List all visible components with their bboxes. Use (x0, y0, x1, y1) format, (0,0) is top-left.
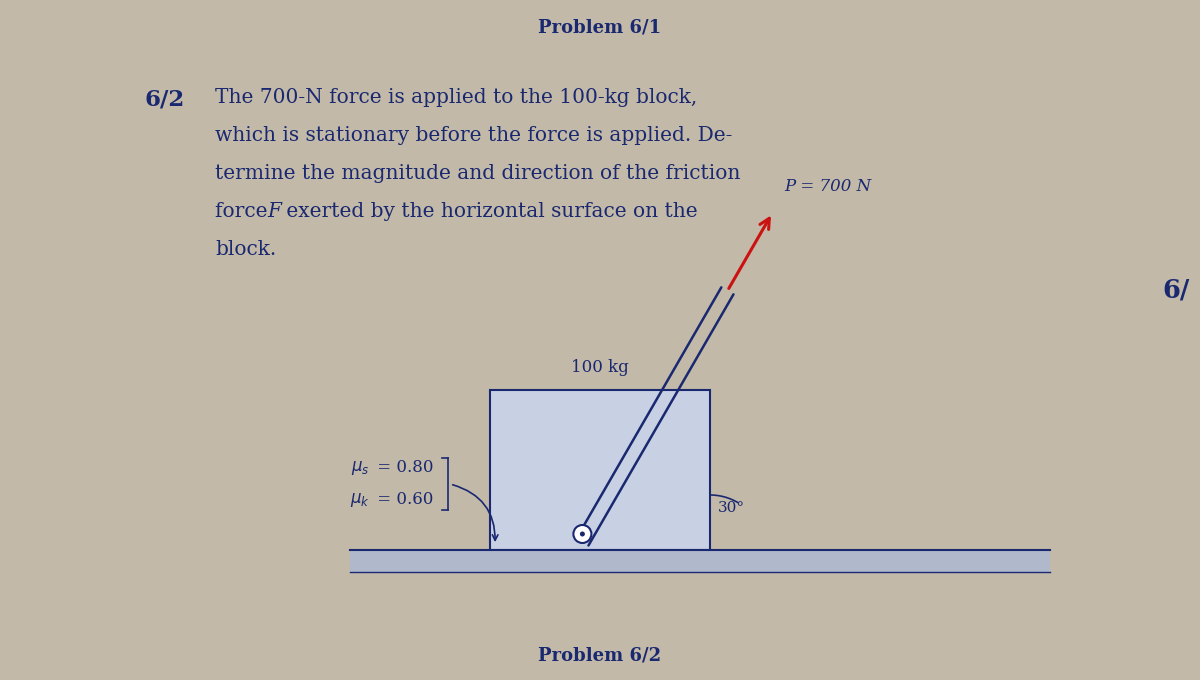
Text: P = 700 N: P = 700 N (785, 178, 871, 195)
Text: Problem 6/1: Problem 6/1 (539, 19, 661, 37)
Text: Problem 6/2: Problem 6/2 (539, 646, 661, 664)
Text: 30°: 30° (718, 501, 745, 515)
Bar (350, 550, 1050, 572)
Text: F: F (266, 202, 281, 221)
Text: The 700-N force is applied to the 100-kg block,: The 700-N force is applied to the 100-kg… (215, 88, 697, 107)
Text: = 0.80: = 0.80 (372, 460, 433, 477)
Text: block.: block. (215, 240, 276, 259)
Text: 100 kg: 100 kg (571, 359, 629, 376)
Text: $\mu_k$: $\mu_k$ (350, 491, 370, 509)
Text: which is stationary before the force is applied. De-: which is stationary before the force is … (215, 126, 732, 145)
Text: = 0.60: = 0.60 (372, 492, 433, 509)
Text: termine the magnitude and direction of the friction: termine the magnitude and direction of t… (215, 164, 740, 183)
Text: 6/: 6/ (1162, 277, 1189, 303)
Bar (490, 390, 710, 550)
Circle shape (574, 525, 592, 543)
Text: exerted by the horizontal surface on the: exerted by the horizontal surface on the (280, 202, 697, 221)
Text: force: force (215, 202, 274, 221)
Text: 6/2: 6/2 (145, 88, 185, 110)
Text: $\mu_s$: $\mu_s$ (352, 459, 370, 477)
Circle shape (580, 532, 584, 537)
